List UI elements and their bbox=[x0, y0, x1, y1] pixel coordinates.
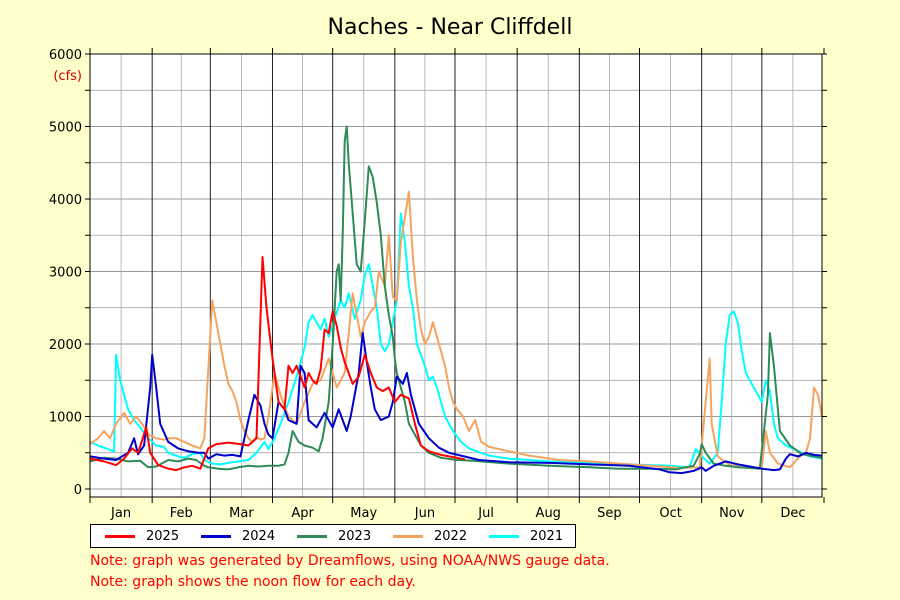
legend-swatch-2024 bbox=[201, 534, 231, 538]
x-tick-label: Jul bbox=[477, 506, 494, 521]
chart-title: Naches - Near Cliffdell bbox=[328, 15, 573, 40]
legend-swatch-2022 bbox=[393, 534, 423, 538]
y-tick-label: 4000 bbox=[49, 193, 82, 208]
x-tick-label: Dec bbox=[780, 506, 805, 521]
series-lines bbox=[89, 125, 823, 475]
axes: Jan Feb Mar Apr May Jun Jul Aug Sep Oct Nov Dec 0 100… bbox=[49, 48, 827, 521]
y-axis-unit-label: (cfs) bbox=[53, 69, 82, 84]
grid-lines bbox=[90, 53, 822, 497]
y-tick-label: 3000 bbox=[49, 266, 82, 281]
y-tick-label: 6000 bbox=[49, 48, 82, 63]
legend-label-2025: 2025 bbox=[146, 528, 180, 544]
x-tick-label: Mar bbox=[229, 506, 254, 521]
x-tick-label: Oct bbox=[659, 506, 681, 521]
note-data-source: Note: graph was generated by Dreamflows,… bbox=[90, 553, 610, 569]
legend-swatch-2023 bbox=[297, 534, 327, 538]
legend-item-2023: 2023 bbox=[283, 529, 379, 544]
x-tick-label: Jan bbox=[110, 506, 131, 521]
y-tick-label: 0 bbox=[74, 483, 82, 498]
legend-label-2021: 2021 bbox=[530, 528, 564, 544]
legend-swatch-2025 bbox=[105, 534, 135, 538]
series-line-2022 bbox=[89, 190, 823, 469]
series-line-2025 bbox=[89, 256, 466, 472]
x-tick-label: Aug bbox=[536, 506, 561, 521]
y-tick-label: 5000 bbox=[49, 121, 82, 136]
x-tick-label: Nov bbox=[719, 506, 745, 521]
x-tick-label: Apr bbox=[291, 506, 314, 521]
legend-item-2024: 2024 bbox=[187, 529, 283, 544]
series-line-2024 bbox=[89, 332, 823, 475]
series-line-2023 bbox=[89, 125, 823, 471]
y-tick-label: 2000 bbox=[49, 338, 82, 353]
y-tick-label: 1000 bbox=[49, 411, 82, 426]
legend-item-2022: 2022 bbox=[379, 529, 475, 544]
x-tick-label: May bbox=[350, 506, 377, 521]
legend-label-2023: 2023 bbox=[338, 528, 372, 544]
legend: 2025 2024 2023 2022 2021 bbox=[90, 524, 576, 548]
note-noon-flow: Note: graph shows the noon flow for each… bbox=[90, 574, 416, 590]
plot-border bbox=[89, 53, 823, 498]
x-tick-label: Jun bbox=[414, 506, 435, 521]
x-tick-label: Feb bbox=[170, 506, 193, 521]
legend-swatch-2021 bbox=[489, 534, 519, 538]
plot-area bbox=[90, 54, 822, 497]
legend-label-2024: 2024 bbox=[242, 528, 276, 544]
legend-item-2025: 2025 bbox=[91, 529, 187, 544]
legend-item-2021: 2021 bbox=[475, 529, 571, 544]
x-tick-label: Sep bbox=[597, 506, 622, 521]
legend-label-2022: 2022 bbox=[434, 528, 468, 544]
